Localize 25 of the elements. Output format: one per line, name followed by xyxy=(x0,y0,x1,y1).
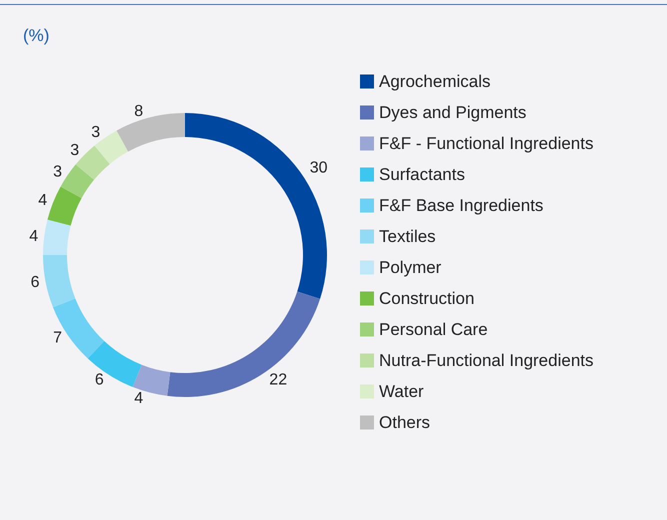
data-label: 22 xyxy=(269,371,288,388)
legend-label: Others xyxy=(379,413,430,432)
legend-label: Dyes and Pigments xyxy=(379,103,526,122)
legend-label: Polymer xyxy=(379,258,442,277)
data-label: 7 xyxy=(53,330,62,347)
legend-label: F&F - Functional Ingredients xyxy=(379,134,594,153)
data-label: 3 xyxy=(91,124,100,142)
data-label: 6 xyxy=(94,371,104,388)
legend-label: Agrochemicals xyxy=(379,72,490,91)
legend-label: Surfactants xyxy=(379,165,465,184)
data-label: 4 xyxy=(134,390,144,407)
data-label: 4 xyxy=(38,192,48,210)
legend-label: Nutra-Functional Ingredients xyxy=(379,351,594,370)
data-label: 8 xyxy=(134,103,144,120)
data-label: 30 xyxy=(310,160,328,177)
legend-label: Water xyxy=(379,382,424,401)
legend-label: Textiles xyxy=(379,227,436,246)
data-label: 3 xyxy=(53,163,62,180)
chart-title: (%) xyxy=(23,26,50,45)
legend-label: Personal Care xyxy=(379,320,488,339)
legend-label: Construction xyxy=(379,289,474,308)
data-label: 4 xyxy=(29,228,38,245)
legend-label: F&F Base Ingredients xyxy=(379,196,544,215)
data-label: 6 xyxy=(30,274,40,292)
data-label: 3 xyxy=(70,142,80,160)
